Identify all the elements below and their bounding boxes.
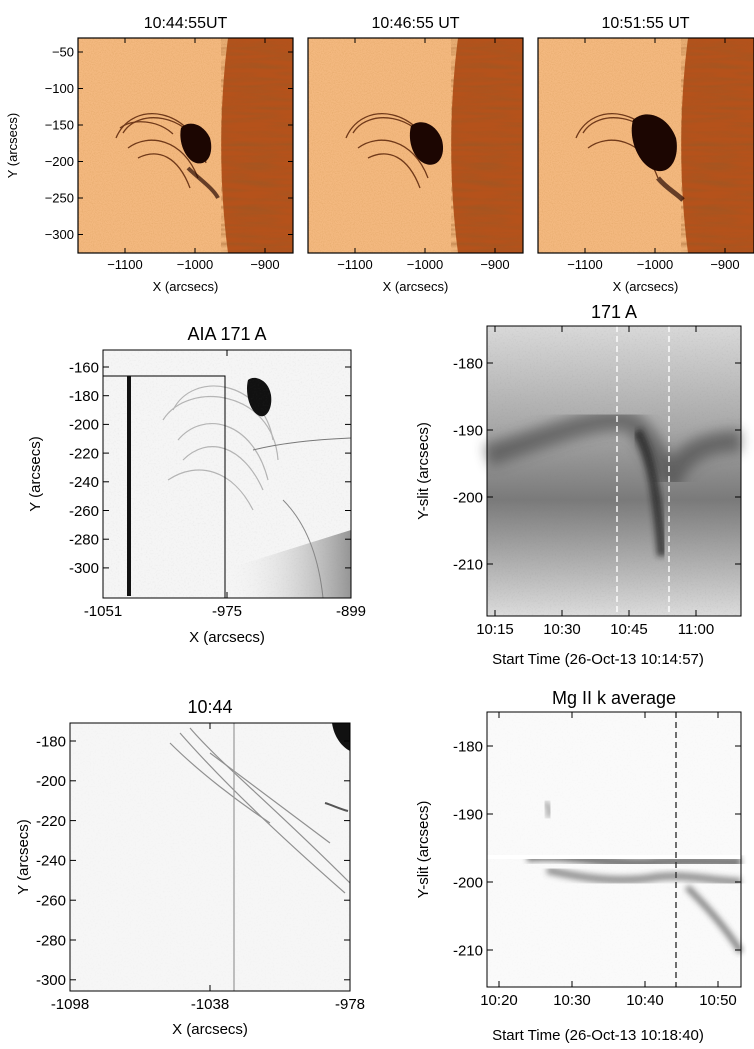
top-panel-1-ytick-label: −50: [52, 45, 74, 60]
ts171-xtick-label: 11:00: [678, 621, 714, 638]
top-panel-1-xtick-label: −1000: [177, 257, 214, 272]
iris-ylabel: Y (arcsecs): [15, 819, 32, 895]
top-panel-2-title: 10:46:55 UT: [371, 15, 459, 32]
aia-ytick-label: -240: [69, 474, 99, 491]
aia-xtick-label: -899: [336, 603, 366, 620]
top-panel-2: [307, 37, 524, 254]
aia-ytick-label: -160: [69, 359, 99, 376]
aia-171-image: [102, 349, 352, 599]
top-panel-1-ylabel: Y (arcsecs): [5, 113, 20, 179]
top-panel-2-xtick-label: −1000: [407, 257, 444, 272]
iris-ytick-label: -180: [36, 733, 66, 750]
iris-ytick-label: -220: [36, 813, 66, 830]
iris-title: 10:44: [187, 697, 232, 717]
top-panel-1-ytick-label: −100: [45, 81, 74, 96]
aia-ylabel: Y (arcsecs): [27, 436, 44, 512]
top-panel-1-ytick-label: −300: [45, 227, 74, 242]
mg-ii-image: [486, 711, 744, 988]
iris-ytick-label: -260: [36, 892, 66, 909]
top-panel-1-xtick-label: −900: [250, 257, 279, 272]
iris-xtick-label: -978: [335, 996, 365, 1013]
mg-xlabel: Start Time (26-Oct-13 10:18:40): [492, 1027, 704, 1044]
aia-ytick-label: -300: [69, 560, 99, 577]
iris-ytick-label: -200: [36, 773, 66, 790]
ts171-xlabel: Start Time (26-Oct-13 10:14:57): [492, 651, 704, 668]
top-panel-1-ytick-label: −200: [45, 154, 74, 169]
mg-ytick-label: -190: [453, 806, 483, 823]
mg-title: Mg II k average: [552, 688, 676, 708]
axes-layer: 10:44:55UT −50 −100 −150 −200 −250 −300 −1100 −1…: [5, 15, 741, 1044]
top-panel-1-xlabel: X (arcsecs): [153, 279, 219, 294]
aia-xlabel: X (arcsecs): [189, 629, 265, 646]
iris-xtick-label: -1098: [51, 996, 89, 1013]
ts171-ylabel: Y-slit (arcsecs): [415, 422, 432, 520]
aia-ytick-label: -200: [69, 417, 99, 434]
iris-xlabel: X (arcsecs): [172, 1021, 248, 1038]
aia-ytick-label: -220: [69, 445, 99, 462]
mg-ytick-label: -200: [453, 874, 483, 891]
top-panel-1-ytick-label: −250: [45, 191, 74, 206]
ts171-ytick-label: -190: [453, 422, 483, 439]
ts171-title: 171 A: [591, 302, 637, 322]
top-panel-1-ytick-label: −150: [45, 118, 74, 133]
top-panel-1-title: 10:44:55UT: [144, 15, 228, 32]
iris-ytick-label: -240: [36, 853, 66, 870]
ts171-ytick-label: -180: [453, 355, 483, 372]
top-row-panels: [77, 37, 754, 254]
mg-xtick-label: 10:40: [626, 992, 664, 1009]
aia-xtick-label: -1051: [84, 603, 122, 620]
top-panel-1: [77, 37, 294, 254]
ts171-ytick-label: -210: [453, 556, 483, 573]
top-panel-3-xlabel: X (arcsecs): [613, 279, 679, 294]
mg-ytick-label: -210: [453, 942, 483, 959]
mg-xtick-label: 10:20: [480, 992, 518, 1009]
top-panel-1-xtick-label: −1100: [107, 257, 143, 272]
iris-ytick-label: -280: [36, 932, 66, 949]
iris-xtick-label: -1038: [191, 996, 229, 1013]
top-panel-3-xtick-label: −900: [710, 257, 739, 272]
aia-ytick-label: -260: [69, 503, 99, 520]
aia-xtick-label: -975: [212, 603, 242, 620]
top-panel-2-xtick-label: −1100: [337, 257, 373, 272]
mg-ylabel: Y-slit (arcsecs): [415, 801, 432, 899]
aia-ytick-label: -180: [69, 388, 99, 405]
timeslice-171-image: [483, 325, 742, 617]
iris-ytick-label: -300: [36, 972, 66, 989]
top-panel-3: [537, 37, 754, 254]
mg-xtick-label: 10:50: [699, 992, 737, 1009]
ts171-ytick-label: -200: [453, 489, 483, 506]
top-panel-2-xtick-label: −900: [480, 257, 509, 272]
mg-ytick-label: -180: [453, 738, 483, 755]
top-panel-2-xlabel: X (arcsecs): [383, 279, 449, 294]
top-panel-3-xtick-label: −1000: [637, 257, 674, 272]
aia-ytick-label: -280: [69, 531, 99, 548]
ts171-xtick-label: 10:45: [610, 621, 648, 638]
mg-xtick-label: 10:30: [553, 992, 591, 1009]
aia-title: AIA 171 A: [187, 324, 266, 344]
iris-image: [69, 722, 351, 992]
top-panel-3-xtick-label: −1100: [567, 257, 603, 272]
ts171-xtick-label: 10:15: [476, 621, 514, 638]
ts171-xtick-label: 10:30: [543, 621, 581, 638]
top-panel-3-title: 10:51:55 UT: [601, 15, 689, 32]
